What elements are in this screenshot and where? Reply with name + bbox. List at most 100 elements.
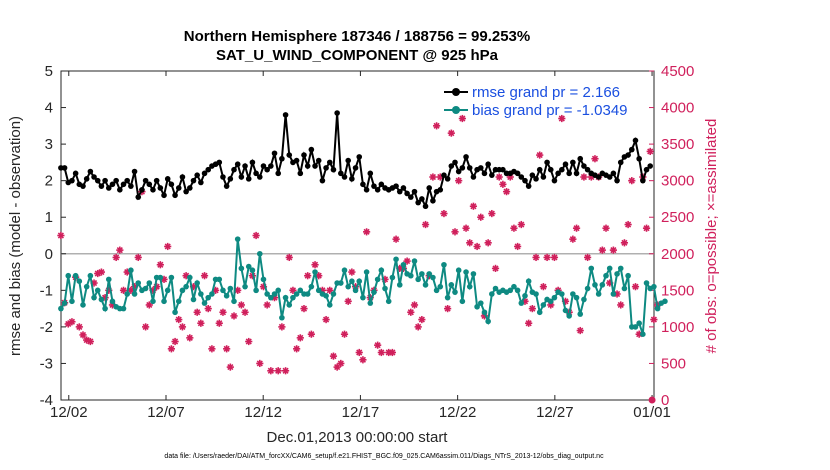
bias-point bbox=[570, 291, 576, 297]
bias-point bbox=[105, 276, 112, 283]
rmse-point bbox=[518, 174, 525, 180]
obs-point bbox=[337, 359, 345, 368]
obs-point bbox=[145, 301, 153, 309]
y-right-tick-label: 4500 bbox=[661, 63, 694, 80]
obs-point bbox=[215, 319, 223, 327]
bias-point bbox=[187, 274, 193, 281]
obs-point bbox=[252, 231, 260, 240]
obs-point bbox=[119, 286, 128, 294]
rmse-point bbox=[536, 166, 543, 173]
obs-point bbox=[583, 253, 592, 262]
rmse-point bbox=[286, 152, 293, 158]
bias-point bbox=[76, 278, 83, 284]
obs-point bbox=[340, 330, 349, 338]
rmse-point bbox=[584, 166, 591, 173]
x-axis-label: Dec.01,2013 00:00:00 start bbox=[267, 429, 449, 446]
chart-subtitle: SAT_U_WIND_COMPONENT @ 925 hPa bbox=[216, 47, 499, 64]
obs-point bbox=[495, 173, 503, 181]
bias-point bbox=[164, 287, 171, 294]
rmse-point bbox=[614, 177, 620, 184]
bias-point bbox=[124, 291, 130, 297]
rmse-point bbox=[334, 110, 340, 116]
rmse-point bbox=[489, 172, 495, 178]
bias-point bbox=[183, 283, 189, 290]
legend-rmse-label: rmse grand pr = 2.166 bbox=[472, 84, 620, 101]
y-right-tick-label: 500 bbox=[661, 355, 686, 372]
rmse-point bbox=[617, 159, 624, 166]
rmse-point bbox=[367, 170, 374, 177]
bias-point bbox=[341, 267, 348, 274]
rmse-point bbox=[264, 166, 270, 173]
obs-point bbox=[514, 242, 522, 251]
rmse-point bbox=[330, 166, 337, 173]
bias-point bbox=[378, 267, 385, 274]
obs-point bbox=[628, 177, 636, 185]
obs-point bbox=[609, 246, 617, 254]
bias-point bbox=[430, 274, 436, 281]
obs-point bbox=[200, 272, 209, 280]
bias-point bbox=[94, 287, 101, 294]
obs-point bbox=[536, 151, 544, 159]
bias-point bbox=[573, 294, 580, 301]
rmse-point bbox=[120, 181, 127, 188]
bias-point bbox=[595, 291, 602, 297]
rmse-point bbox=[408, 194, 414, 200]
y-axis-right-label: # of obs: o=possible; ×=assimilated bbox=[703, 119, 720, 354]
rmse-point bbox=[551, 177, 558, 184]
rmse-point bbox=[411, 188, 418, 195]
obs-point bbox=[374, 341, 382, 349]
rmse-point bbox=[105, 185, 112, 191]
bias-point bbox=[385, 298, 392, 305]
bias-point bbox=[444, 294, 451, 301]
obs-point bbox=[175, 315, 183, 324]
obs-point bbox=[226, 363, 234, 371]
bias-point bbox=[636, 320, 642, 327]
obs-point bbox=[112, 253, 120, 262]
y-tick-label: -4 bbox=[40, 392, 53, 409]
obs-point bbox=[293, 345, 301, 353]
rmse-point bbox=[319, 177, 326, 184]
rmse-point bbox=[117, 187, 123, 193]
rmse-point bbox=[573, 170, 580, 177]
obs-point bbox=[223, 345, 231, 353]
legend-bias-marker bbox=[452, 106, 460, 114]
bias-point bbox=[102, 305, 108, 312]
rmse-point bbox=[253, 170, 259, 177]
x-tick-label: 12/02 bbox=[50, 404, 88, 421]
rmse-point bbox=[135, 194, 142, 200]
bias-point bbox=[459, 298, 466, 305]
bias-point bbox=[293, 291, 300, 297]
rmse-point bbox=[91, 174, 97, 180]
obs-point bbox=[646, 147, 654, 156]
bias-point bbox=[308, 283, 315, 290]
bias-point bbox=[161, 298, 167, 305]
obs-point bbox=[156, 261, 164, 269]
rmse-point bbox=[485, 161, 491, 168]
rmse-point bbox=[61, 165, 68, 171]
obs-point bbox=[167, 345, 175, 353]
obs-point bbox=[263, 301, 271, 309]
rmse-point bbox=[297, 170, 304, 177]
rmse-point bbox=[231, 166, 237, 173]
bias-point bbox=[109, 298, 116, 305]
bias-point bbox=[588, 265, 595, 272]
obs-point bbox=[116, 246, 124, 254]
bias-point bbox=[581, 296, 587, 303]
bias-point bbox=[533, 291, 539, 297]
bias-point bbox=[168, 274, 175, 281]
rmse-point bbox=[426, 185, 433, 191]
bias-point bbox=[172, 309, 178, 316]
bias-point bbox=[393, 256, 399, 263]
rmse-point bbox=[242, 163, 248, 169]
obs-point bbox=[642, 224, 651, 232]
rmse-point bbox=[544, 159, 550, 166]
y-right-tick-label: 0 bbox=[661, 392, 669, 409]
obs-point bbox=[488, 209, 496, 218]
obs-point bbox=[458, 114, 466, 123]
x-tick-label: 12/17 bbox=[342, 404, 380, 421]
y-tick-label: -3 bbox=[40, 355, 53, 372]
rmse-point bbox=[194, 172, 200, 178]
bias-point bbox=[606, 265, 613, 272]
y-axis-right-ticks: 0 500 1000 1500 2000 2500 3000 3500 4000 4500 bbox=[649, 63, 694, 409]
rmse-point bbox=[647, 163, 654, 169]
